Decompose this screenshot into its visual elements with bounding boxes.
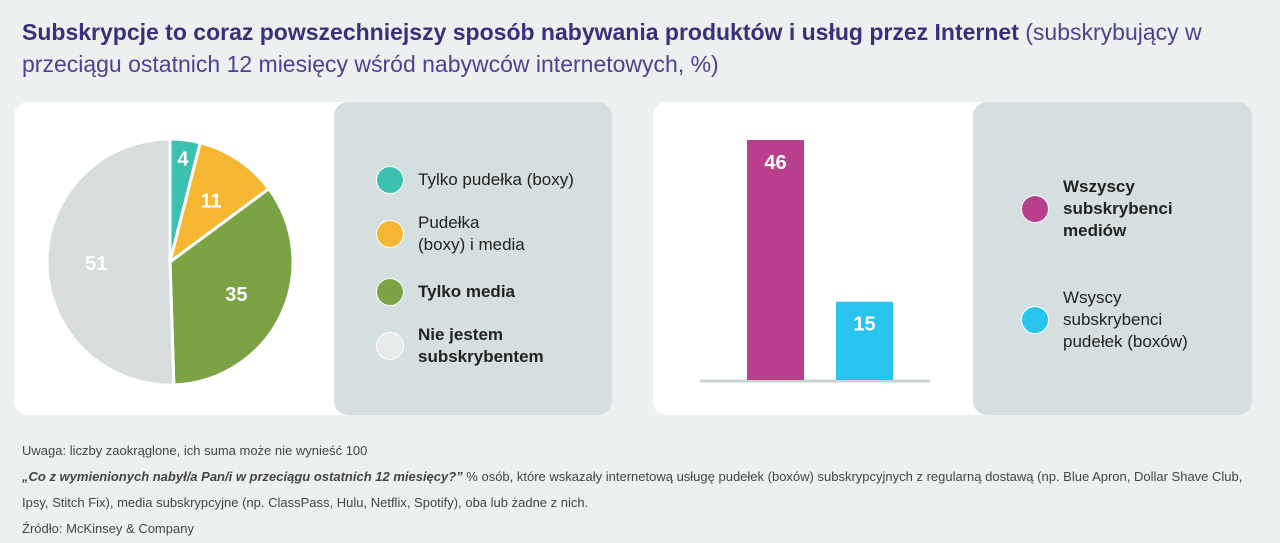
question-note: „Co z wymienionych nabył/a Pan/i w przec… <box>22 464 1262 516</box>
slice-label: 35 <box>225 284 247 306</box>
bar-chart: 46 15 <box>700 140 930 383</box>
legend-swatch <box>376 220 404 248</box>
legend-swatch <box>376 332 404 360</box>
slice-label: 11 <box>201 191 222 213</box>
bar-value-label: 46 <box>764 152 786 174</box>
slice-label: 4 <box>177 148 189 170</box>
slice-label: 51 <box>85 253 107 275</box>
legend-item: Pudełka (boxy) i media <box>376 212 526 256</box>
chart-title: Subskrypcje to coraz powszechniejszy spo… <box>22 16 1222 80</box>
bar-legend: Wszyscy subskrybenci mediów Wsyscy subsk… <box>973 102 1252 415</box>
bar <box>836 301 893 380</box>
legend-item: Nie jestem subskrybentem <box>376 324 544 368</box>
pie-legend: Tylko pudełka (boxy) Pudełka (boxy) i me… <box>334 102 612 415</box>
legend-swatch <box>1021 195 1049 223</box>
footnotes: Uwaga: liczby zaokrąglone, ich suma może… <box>22 438 1262 542</box>
legend-label: Wszyscy subskrybenci mediów <box>1063 177 1173 240</box>
source: Źródło: McKinsey & Company <box>22 521 194 536</box>
pie-slice <box>168 186 295 387</box>
legend-item: Tylko media <box>376 278 515 306</box>
legend-swatch <box>376 166 404 194</box>
legend-label: Tylko media <box>418 282 515 301</box>
legend-label: Wsyscy subskrybenci pudełek (boxów) <box>1063 288 1188 351</box>
legend-label: Pudełka (boxy) i media <box>418 213 525 254</box>
note: Uwaga: liczby zaokrąglone, ich suma może… <box>22 443 368 458</box>
legend-item: Wsyscy subskrybenci pudełek (boxów) <box>1021 287 1191 353</box>
legend-label: Nie jestem subskrybentem <box>418 325 544 366</box>
bar <box>747 140 804 380</box>
description: % osób, które wskazały internetową usług… <box>22 469 1243 510</box>
pie-slice <box>45 137 176 387</box>
title-subtitle: (subskrybujący w przeciągu ostatnich 12 … <box>22 19 1202 77</box>
legend-swatch <box>1021 306 1049 334</box>
legend-label: Tylko pudełka (boxy) <box>418 170 574 189</box>
pie-slice <box>167 140 271 266</box>
title-bold: Subskrypcje to coraz powszechniejszy spo… <box>22 19 1019 45</box>
legend-item: Wszyscy subskrybenci mediów <box>1021 176 1191 242</box>
legend-item: Tylko pudełka (boxy) <box>376 166 574 194</box>
bar-value-label: 15 <box>853 314 875 336</box>
pie-chart: 4 11 35 51 <box>45 137 295 387</box>
question: „Co z wymienionych nabył/a Pan/i w przec… <box>22 469 463 484</box>
legend-swatch <box>376 278 404 306</box>
